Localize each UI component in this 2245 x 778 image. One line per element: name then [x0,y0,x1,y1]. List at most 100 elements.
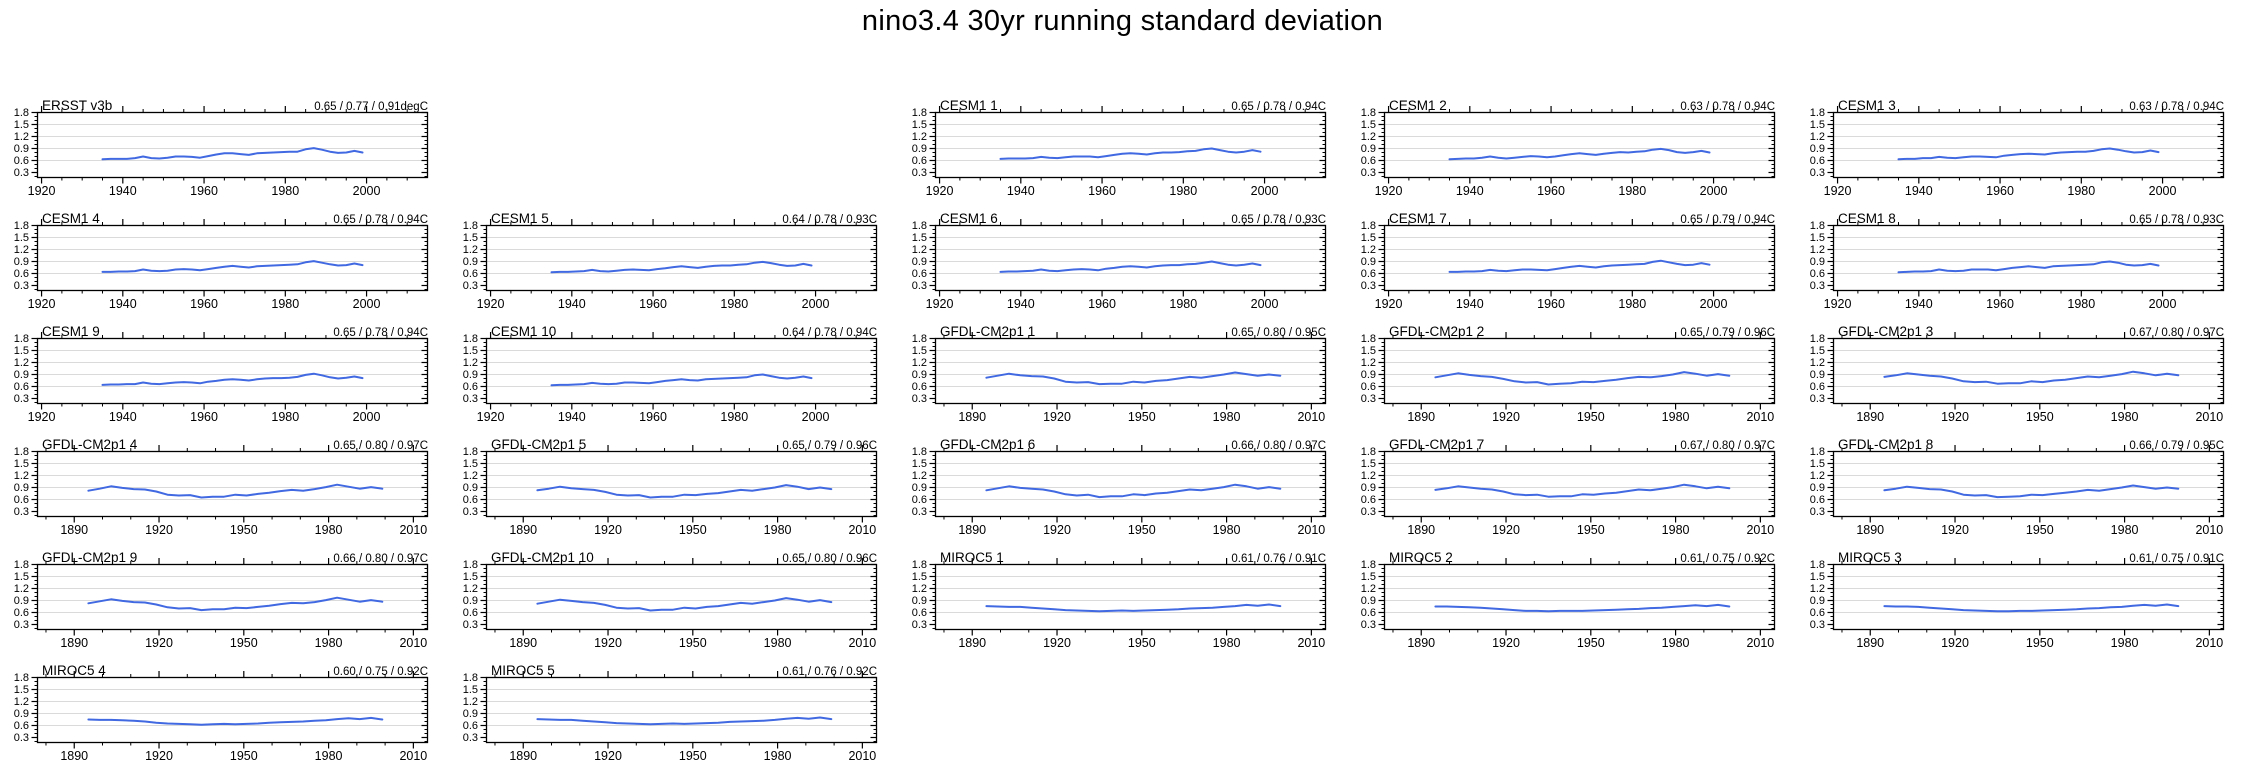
svg-text:1980: 1980 [764,523,792,537]
data-line [985,483,1282,499]
svg-text:0.3: 0.3 [14,506,29,518]
svg-text:1920: 1920 [1492,410,1520,424]
svg-text:1.5: 1.5 [463,684,478,696]
svg-text:1890: 1890 [958,636,986,650]
svg-text:1920: 1920 [594,636,622,650]
svg-text:1950: 1950 [1128,410,1156,424]
svg-text:2000: 2000 [353,184,381,198]
data-line [536,484,833,499]
svg-text:1920: 1920 [28,410,56,424]
svg-text:0.3: 0.3 [1810,619,1825,631]
subplot-cesm1-7: CESM1 7 0.65 / 0.79 / 0.94C 0.3 0.6 0.9 1.2… [1347,199,1796,312]
svg-text:0.9: 0.9 [1361,482,1376,494]
svg-text:1980: 1980 [315,749,343,763]
panel-title: GFDL-CM2p1 9 [42,550,138,565]
data-line [1434,483,1731,498]
svg-text:0.9: 0.9 [14,482,29,494]
svg-text:1890: 1890 [1407,636,1435,650]
subplot-gfdl-cm2p1-4: GFDL-CM2p1 4 0.65 / 0.80 / 0.97C 0.3 0.6 0… [0,425,449,538]
panel-plot-canvas: 0.30.60.91.21.51.8 1920 1940 1960 1980 2000 [1810,219,2225,311]
svg-text:1960: 1960 [1088,297,1116,311]
svg-text:0.9: 0.9 [912,595,927,607]
data-line [550,373,813,387]
subplot-ersst-v3b: ERSST v3b 0.65 / 0.77 / 0.91degC 0.3 0.6 0… [0,86,449,199]
svg-text:1.2: 1.2 [463,244,478,256]
svg-text:2010: 2010 [848,749,876,763]
svg-text:1.2: 1.2 [14,357,29,369]
svg-text:0.9: 0.9 [1810,256,1825,268]
subplot-cesm1-4: CESM1 4 0.65 / 0.78 / 0.94C 0.3 0.6 0.9 1.2… [0,199,449,312]
svg-text:1950: 1950 [1128,523,1156,537]
svg-text:1.2: 1.2 [14,131,29,143]
svg-text:0.6: 0.6 [1810,607,1825,619]
svg-text:1920: 1920 [1043,636,1071,650]
panel-title: CESM1 8 [1838,211,1896,226]
svg-text:1.8: 1.8 [463,559,478,571]
svg-text:0.3: 0.3 [463,619,478,631]
svg-text:1980: 1980 [2067,297,2095,311]
svg-text:0.9: 0.9 [14,595,29,607]
svg-text:1.8: 1.8 [463,672,478,684]
svg-text:0.3: 0.3 [1810,167,1825,179]
svg-text:1.2: 1.2 [1810,470,1825,482]
svg-text:1.5: 1.5 [912,119,927,131]
svg-text:1980: 1980 [2111,523,2139,537]
data-line [101,260,364,273]
svg-text:1.8: 1.8 [463,333,478,345]
svg-text:1.8: 1.8 [14,559,29,571]
svg-text:0.3: 0.3 [912,167,927,179]
subplot-gfdl-cm2p1-6: GFDL-CM2p1 6 0.66 / 0.80 / 0.97C 0.3 0.6 0… [898,425,1347,538]
svg-text:1.2: 1.2 [14,696,29,708]
svg-text:1940: 1940 [1456,297,1484,311]
svg-text:0.6: 0.6 [1361,494,1376,506]
svg-text:1890: 1890 [958,523,986,537]
svg-text:1980: 1980 [1662,523,1690,537]
svg-text:1.8: 1.8 [14,107,29,119]
svg-text:1950: 1950 [1577,636,1605,650]
panel-title: CESM1 5 [491,211,549,226]
svg-text:1920: 1920 [926,297,954,311]
svg-text:0.6: 0.6 [912,607,927,619]
svg-text:0.9: 0.9 [912,482,927,494]
svg-text:0.3: 0.3 [463,393,478,405]
svg-text:1.5: 1.5 [14,458,29,470]
svg-text:1980: 1980 [2067,184,2095,198]
svg-text:0.3: 0.3 [912,393,927,405]
svg-text:1940: 1940 [558,410,586,424]
data-line [87,596,384,612]
svg-text:2000: 2000 [2149,184,2177,198]
panel-stats-annotation: 0.63 / 0.78 / 0.94C [2129,100,2224,113]
svg-text:1980: 1980 [315,523,343,537]
svg-text:0.3: 0.3 [1361,393,1376,405]
subplot-gfdl-cm2p1-10: GFDL-CM2p1 10 0.65 / 0.80 / 0.96C 0.3 0.6… [449,538,898,651]
svg-text:0.6: 0.6 [463,381,478,393]
svg-text:0.9: 0.9 [1361,595,1376,607]
panel-plot-canvas: 0.30.60.91.21.51.8 1920 1940 1960 1980 2000 [14,106,429,198]
svg-text:1.8: 1.8 [14,333,29,345]
panel-plot-canvas: 0.30.60.91.21.51.8 1890 1920 1950 1980 2010 [912,332,1327,424]
subplot-miroc5-5: MIROC5 5 0.61 / 0.76 / 0.92C 0.3 0.6 0.9 1.… [449,651,898,764]
subplot-gfdl-cm2p1-1: GFDL-CM2p1 1 0.65 / 0.80 / 0.95C 0.3 0.6 0… [898,312,1347,425]
svg-text:1.8: 1.8 [912,333,927,345]
data-line [985,371,1282,386]
data-line [1434,603,1731,613]
svg-text:1950: 1950 [679,636,707,650]
svg-text:2000: 2000 [1700,297,1728,311]
svg-text:0.6: 0.6 [14,494,29,506]
svg-text:1.8: 1.8 [1810,107,1825,119]
svg-text:1960: 1960 [1986,297,2014,311]
svg-text:0.6: 0.6 [912,381,927,393]
svg-text:2000: 2000 [802,410,830,424]
panel-plot-canvas: 0.30.60.91.21.51.8 1920 1940 1960 1980 2000 [912,106,1327,198]
svg-text:1980: 1980 [1213,410,1241,424]
subplot-cesm1-3: CESM1 3 0.63 / 0.78 / 0.94C 0.3 0.6 0.9 1.2… [1796,86,2245,199]
data-line [999,260,1262,273]
panel-stats-annotation: 0.65 / 0.78 / 0.93C [1231,213,1326,226]
panel-title: CESM1 3 [1838,98,1896,113]
svg-text:0.6: 0.6 [14,268,29,280]
subplot-gfdl-cm2p1-7: GFDL-CM2p1 7 0.67 / 0.80 / 0.97C 0.3 0.6 0… [1347,425,1796,538]
svg-text:1.2: 1.2 [14,470,29,482]
svg-text:1.5: 1.5 [1810,458,1825,470]
svg-text:2000: 2000 [2149,297,2177,311]
panel-plot-canvas: 0.30.60.91.21.51.8 1890 1920 1950 1980 2010 [463,671,878,763]
